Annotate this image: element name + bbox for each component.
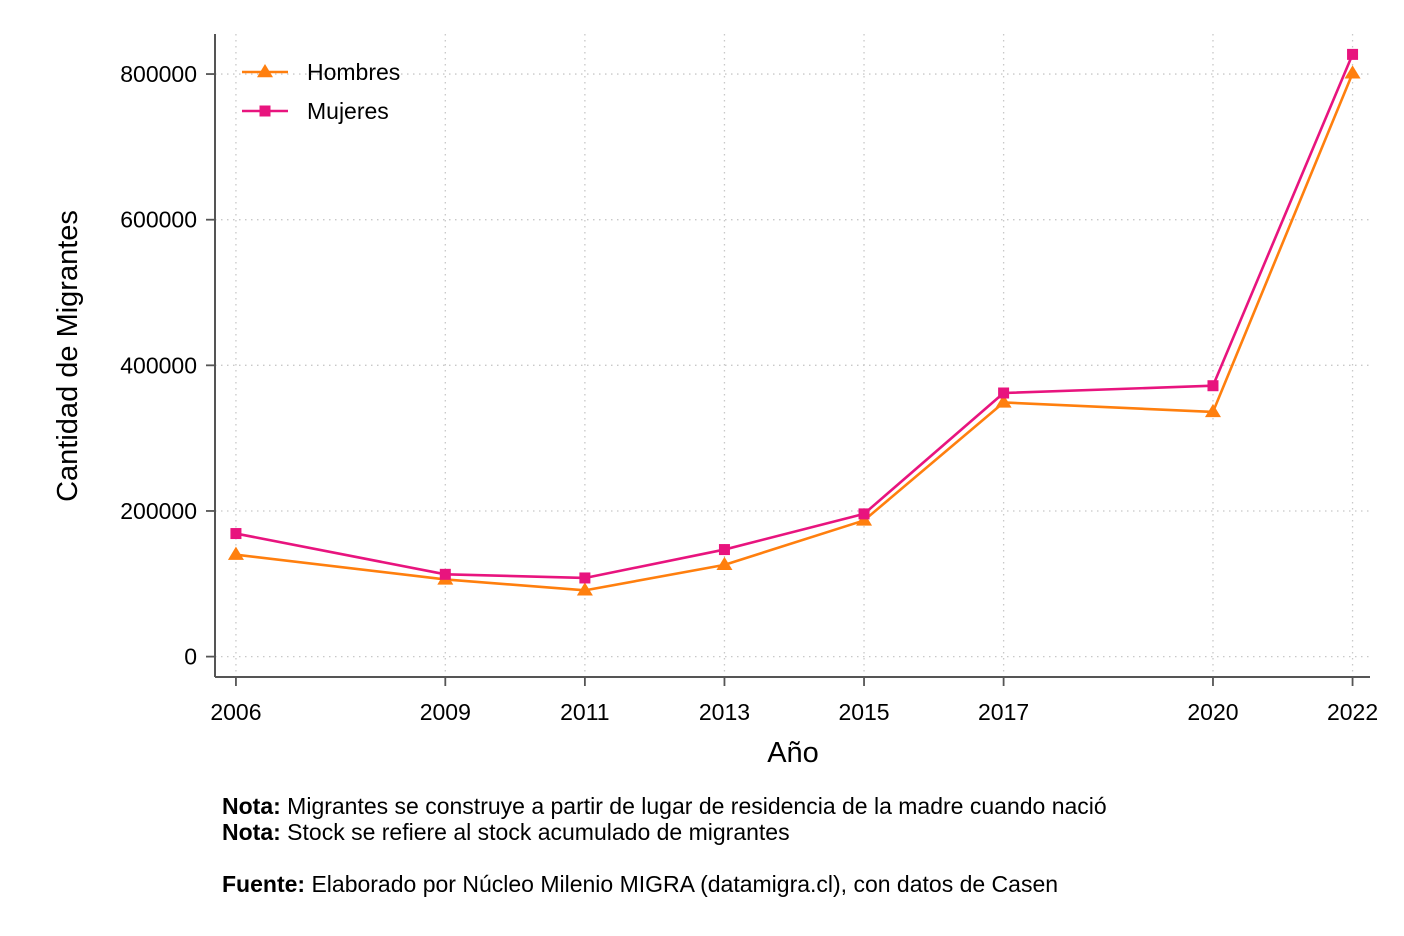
note-2: Nota: Stock se refiere al stock acumulad…	[222, 819, 1107, 845]
data-point-hombres	[576, 582, 593, 596]
axes	[206, 34, 1370, 686]
note-1: Nota: Migrantes se construye a partir de…	[222, 793, 1107, 819]
y-tick-label: 200000	[120, 498, 197, 524]
note-2-text: Stock se refiere al stock acumulado de m…	[280, 819, 790, 845]
source-text: Elaborado por Núcleo Milenio MIGRA (data…	[305, 871, 1059, 897]
x-tick-label: 2011	[560, 699, 609, 725]
series-line-mujeres	[235, 53, 1354, 580]
data-point-mujeres	[1207, 380, 1219, 392]
data-point-mujeres	[579, 572, 591, 584]
legend: Hombres Mujeres	[242, 59, 400, 124]
x-tick-label: 2017	[978, 699, 1029, 725]
data-point-hombres	[1204, 403, 1221, 418]
x-tick-label: 2009	[420, 699, 471, 725]
x-tick-label: 2013	[699, 699, 750, 725]
data-point-mujeres	[439, 568, 451, 580]
x-tick-labels: 2006 2009 2011 2013 2015 2017 2020 2022	[210, 699, 1378, 725]
note-2-label: Nota:	[222, 819, 281, 845]
x-tick-label: 2022	[1327, 699, 1378, 725]
y-tick-label: 600000	[120, 207, 197, 233]
data-point-hombres	[227, 546, 244, 560]
grid-lines	[215, 34, 1370, 677]
y-tick-label: 0	[184, 644, 197, 670]
data-point-mujeres	[1347, 48, 1359, 60]
legend-marker-mujeres	[259, 105, 271, 117]
data-point-mujeres	[858, 508, 870, 520]
data-point-hombres	[1344, 65, 1361, 79]
note-1-text: Migrantes se construye a partir de lugar…	[280, 793, 1107, 819]
data-point-mujeres	[998, 387, 1010, 399]
data-point-hombres	[716, 556, 733, 571]
y-tick-label: 800000	[120, 61, 197, 87]
source-note: Fuente: Elaborado por Núcleo Milenio MIG…	[222, 871, 1107, 897]
legend-label-mujeres: Mujeres	[307, 98, 389, 124]
source-label: Fuente:	[222, 871, 306, 897]
series-lines	[227, 48, 1361, 596]
x-axis-label: Año	[767, 737, 819, 769]
data-point-mujeres	[230, 528, 242, 540]
x-tick-label: 2020	[1187, 699, 1238, 725]
y-axis-label: Cantidad de Migrantes	[52, 210, 84, 502]
note-1-label: Nota:	[222, 793, 281, 819]
x-tick-label: 2006	[210, 699, 261, 725]
x-tick-label: 2015	[838, 699, 889, 725]
notes-block: Nota: Migrantes se construye a partir de…	[222, 793, 1107, 897]
data-point-mujeres	[718, 544, 730, 556]
data-point-hombres	[995, 394, 1012, 408]
legend-marker-hombres	[257, 64, 273, 78]
y-tick-label: 400000	[120, 352, 197, 378]
legend-label-hombres: Hombres	[307, 59, 400, 85]
series-line-hombres	[235, 72, 1354, 592]
y-tick-labels: 0 200000 400000 600000 800000	[120, 61, 197, 670]
